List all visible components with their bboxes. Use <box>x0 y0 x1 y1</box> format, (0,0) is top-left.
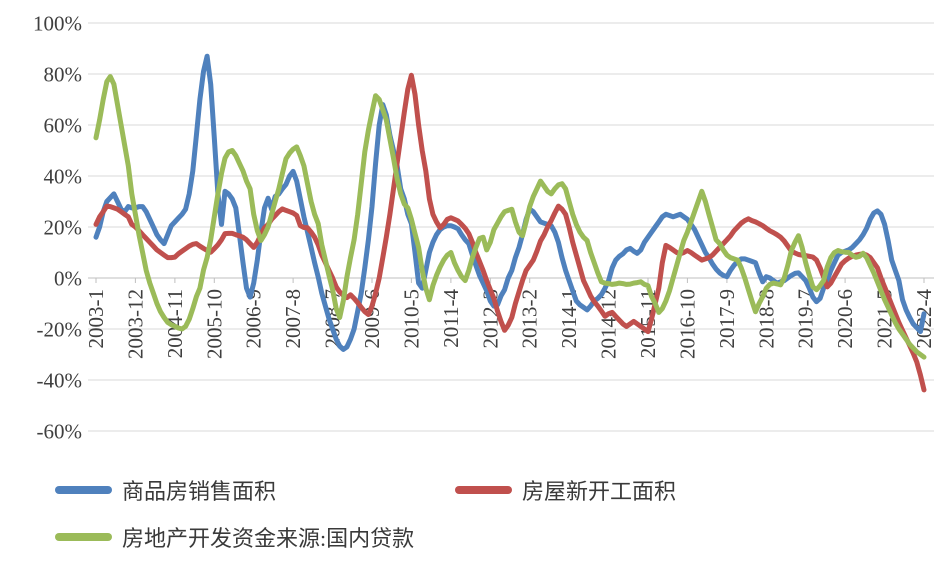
x-tick-label: 2003-1 <box>84 289 108 349</box>
legend-label-new-starts: 房屋新开工面积 <box>522 479 677 504</box>
legend-swatch-new-starts <box>455 486 512 494</box>
x-tick-label: 2016-10 <box>675 289 699 359</box>
y-tick-label: 100% <box>33 12 82 36</box>
x-tick-label: 2018-8 <box>754 289 778 349</box>
line-chart: 100% 80% 60% 40% 20% 0% -20% -40% -60% 2003-1 200… <box>33 12 936 444</box>
y-tick-label: -40% <box>37 369 83 393</box>
legend-swatch-domestic-loans <box>55 533 112 541</box>
series-line-2 <box>93 72 927 393</box>
y-tick-label: 20% <box>44 216 83 240</box>
x-tick-label: 2003-12 <box>123 289 147 359</box>
y-tick-label: 0% <box>54 267 82 291</box>
y-tick-label: -20% <box>37 318 83 342</box>
x-tick-label: 2011-4 <box>439 289 463 348</box>
gridlines <box>88 22 934 432</box>
x-tick-label: 2014-12 <box>597 289 621 359</box>
legend-label-domestic-loans: 房地产开发资金来源:国内贷款 <box>122 526 415 551</box>
legend-item-domestic-loans: 房地产开发资金来源:国内贷款 <box>55 523 414 551</box>
series-lines <box>93 53 927 393</box>
legend-swatch-sales-area <box>55 486 112 494</box>
x-tick-label: 2005-10 <box>202 289 226 359</box>
legend-label-sales-area: 商品房销售面积 <box>122 479 277 504</box>
x-tick-label: 2020-6 <box>833 289 857 349</box>
x-tick-label: 2013-2 <box>518 289 542 349</box>
y-tick-label: 60% <box>44 114 83 138</box>
y-tick-label: 80% <box>44 63 83 87</box>
y-tick-label: 40% <box>44 165 83 189</box>
x-tick-label: 2017-9 <box>715 289 739 349</box>
y-tick-label: -60% <box>37 420 83 444</box>
legend-item-sales-area: 商品房销售面积 <box>55 476 276 504</box>
legend-item-new-starts: 房屋新开工面积 <box>455 476 676 504</box>
series-line-3 <box>93 74 927 360</box>
y-axis-labels: 100% 80% 60% 40% 20% 0% -20% -40% -60% <box>33 12 82 444</box>
x-tick-label: 2007-8 <box>281 289 305 349</box>
x-tick-label: 2010-5 <box>399 289 423 349</box>
x-tick-label: 2006-9 <box>242 289 266 349</box>
